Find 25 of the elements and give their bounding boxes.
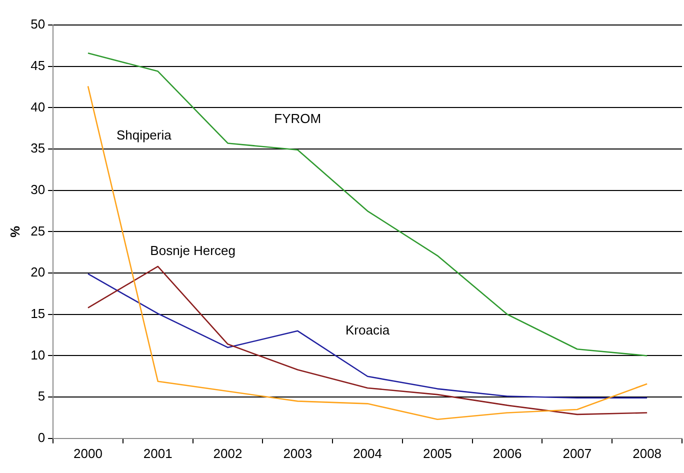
y-tick-label: 45 bbox=[30, 58, 46, 73]
x-tick-label: 2006 bbox=[492, 446, 522, 461]
y-tick-label: 5 bbox=[38, 388, 46, 404]
series-label: FYROM bbox=[274, 110, 322, 126]
y-tick-label: 40 bbox=[30, 99, 46, 114]
x-tick-label: 2007 bbox=[562, 446, 592, 461]
y-tick-label: 10 bbox=[30, 347, 46, 362]
x-tick-label: 2001 bbox=[143, 446, 172, 461]
y-tick-label: 20 bbox=[30, 264, 46, 280]
series-label: Shqiperia bbox=[116, 127, 172, 142]
x-tick-label: 2002 bbox=[213, 446, 242, 461]
y-axis-title: % bbox=[7, 225, 22, 238]
x-tick-label: 2008 bbox=[632, 446, 662, 461]
series-label: Bosnje Herceg bbox=[150, 243, 236, 258]
y-tick-label: 0 bbox=[38, 430, 46, 445]
y-tick-label: 35 bbox=[30, 140, 46, 156]
series-label: Kroacia bbox=[345, 322, 390, 338]
x-tick-label: 2004 bbox=[353, 446, 382, 461]
x-tick-label: 2000 bbox=[74, 446, 102, 461]
y-tick-label: 30 bbox=[30, 182, 46, 197]
y-tick-label: 15 bbox=[30, 306, 46, 321]
y-tick-label: 25 bbox=[30, 223, 46, 238]
x-tick-label: 2005 bbox=[422, 446, 452, 461]
y-tick-label: 50 bbox=[30, 16, 46, 32]
x-tick-label: 2003 bbox=[283, 446, 312, 461]
